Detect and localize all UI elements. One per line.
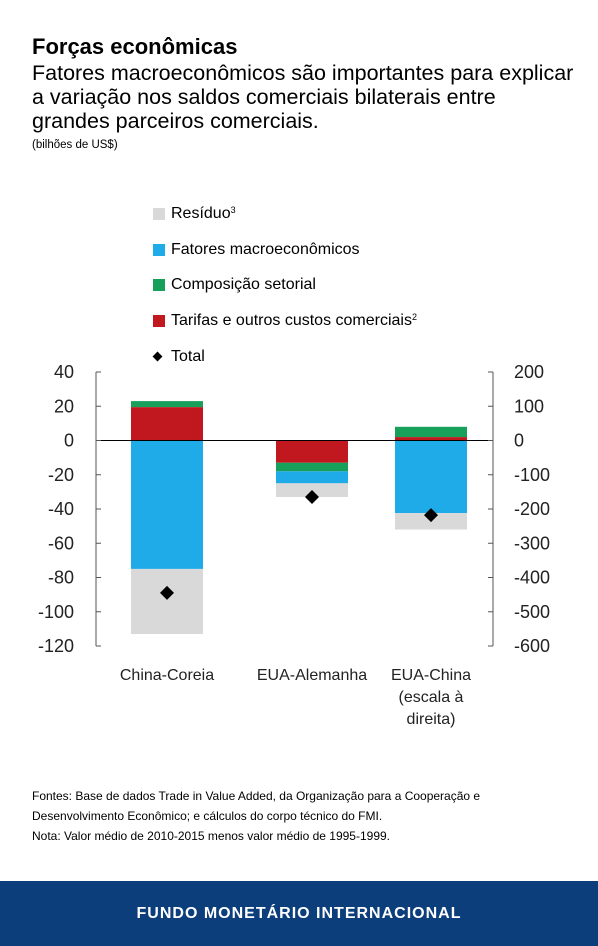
legend-label-fatores: Fatores macroeconômicos bbox=[171, 241, 360, 258]
left-tick-label-2: 0 bbox=[64, 431, 74, 451]
left-tick-label-6: -80 bbox=[48, 568, 74, 588]
legend-swatch-residuo bbox=[153, 208, 165, 220]
right-tick-label-8: -600 bbox=[514, 636, 550, 656]
legend-footnote-3: 3 bbox=[230, 205, 236, 215]
legend-label-total: Total bbox=[171, 348, 205, 365]
bar-3-3 bbox=[395, 440, 467, 514]
bar-3-2 bbox=[276, 471, 348, 484]
left-tick-label-1: 20 bbox=[54, 396, 74, 416]
legend-label-residuo: Resíduo3 bbox=[171, 204, 236, 224]
legend-text-residuo: Resíduo bbox=[171, 205, 231, 222]
legend-footnote-2: 2 bbox=[411, 312, 417, 322]
bar-3-1 bbox=[131, 440, 203, 569]
bar-2-3 bbox=[395, 426, 467, 438]
legend-swatch-tarifas bbox=[153, 315, 165, 327]
left-tick-label-8: -120 bbox=[38, 636, 74, 656]
left-tick-label-5: -60 bbox=[48, 533, 74, 553]
legend-swatch-fatores bbox=[153, 244, 165, 256]
total-marker-2 bbox=[305, 490, 319, 505]
left-tick-label-0: 40 bbox=[54, 362, 74, 382]
chart-subtitle: Fatores macroeconômicos são importantes … bbox=[32, 61, 574, 133]
footer-label: FUNDO MONETÁRIO INTERNACIONAL bbox=[136, 904, 462, 922]
category-label-3: EUA-China (escala à direita) bbox=[391, 667, 471, 728]
category-label-1: China-Coreia bbox=[120, 667, 214, 684]
right-tick-label-0: 200 bbox=[514, 362, 544, 382]
left-tick-label-3: -20 bbox=[48, 465, 74, 485]
total-marker-1 bbox=[160, 585, 174, 600]
bar-chart: 40200-20-40-60-80-100-1202001000-100-200… bbox=[38, 362, 550, 728]
imf-footer: FUNDO MONETÁRIO INTERNACIONAL bbox=[0, 881, 598, 946]
right-tick-label-1: 100 bbox=[514, 396, 544, 416]
bar-1-2 bbox=[276, 440, 348, 463]
right-tick-label-5: -300 bbox=[514, 533, 550, 553]
category-label-2: EUA-Alemanha bbox=[257, 667, 367, 684]
right-tick-label-4: -200 bbox=[514, 499, 550, 519]
chart-title: Forças econômicas bbox=[32, 34, 238, 59]
legend-text-tarifas: Tarifas e outros custos comerciais bbox=[171, 312, 412, 329]
source-notes: Fontes: Base de dados Trade in Value Add… bbox=[32, 786, 572, 846]
right-tick-label-3: -100 bbox=[514, 465, 550, 485]
legend-label-composicao: Composição setorial bbox=[171, 276, 316, 293]
legend-swatch-composicao bbox=[153, 279, 165, 291]
left-tick-label-7: -100 bbox=[38, 602, 74, 622]
left-tick-label-4: -40 bbox=[48, 499, 74, 519]
bar-1-1 bbox=[131, 407, 203, 441]
bar-2-1 bbox=[131, 401, 203, 408]
note-text: Nota: Valor médio de 2010-2015 menos val… bbox=[32, 829, 391, 843]
bar-4-1 bbox=[131, 568, 203, 635]
total-marker-3 bbox=[424, 508, 438, 523]
right-tick-label-6: -400 bbox=[514, 568, 550, 588]
source-text: Fontes: Base de dados Trade in Value Add… bbox=[32, 789, 481, 823]
bar-2-2 bbox=[276, 462, 348, 472]
right-tick-label-7: -500 bbox=[514, 602, 550, 622]
right-tick-label-2: 0 bbox=[514, 431, 524, 451]
units-label: (bilhões de US$) bbox=[32, 139, 118, 151]
bar-1-3 bbox=[395, 437, 467, 441]
legend-label-tarifas: Tarifas e outros custos comerciais2 bbox=[171, 311, 417, 331]
